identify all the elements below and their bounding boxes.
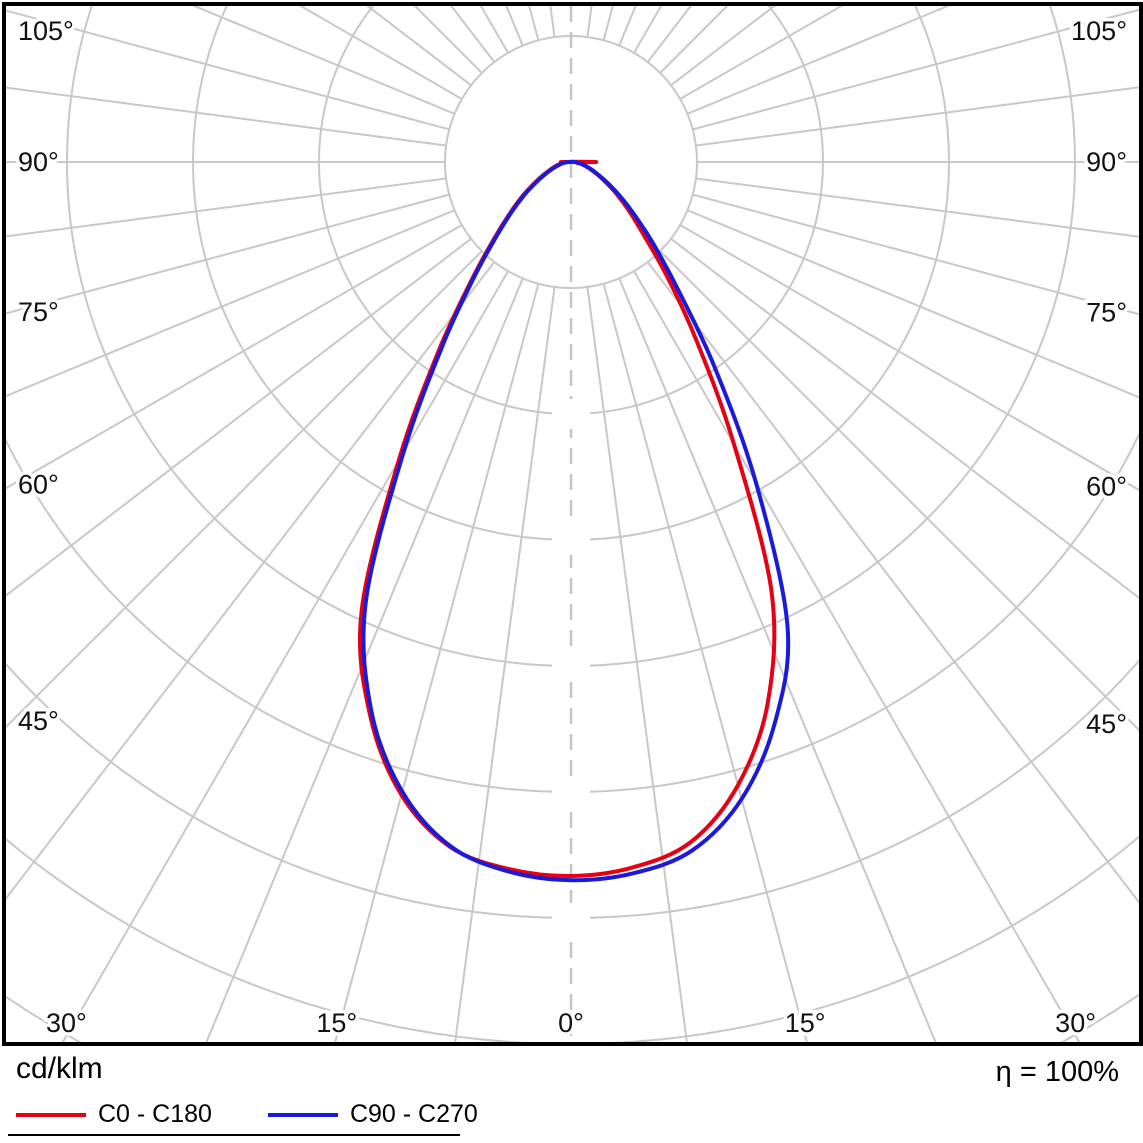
angle-label: 60°	[18, 470, 59, 500]
angle-label: 30°	[1055, 1008, 1096, 1038]
grid-radial-line	[646, 6, 692, 63]
grid-radial-line	[670, 237, 1139, 600]
angle-label: 105°	[1071, 16, 1127, 46]
curve-c0-c180	[357, 159, 777, 879]
grid-radial-line	[61, 270, 509, 1042]
ring-value-box	[552, 399, 590, 429]
legend-line-c0-c180	[16, 1112, 86, 1117]
legend-label-c0-c180: C0 - C180	[98, 1100, 212, 1128]
polar-chart: 0° 15° 15° 30° 30° 45° 45° 60° 60° 75° 75° 90° 90° 10…	[6, 6, 1139, 1042]
angle-label: 105°	[18, 16, 74, 46]
grid-radial-line	[191, 6, 455, 115]
angle-label: 75°	[1086, 298, 1127, 328]
grid-radial-line	[679, 224, 1139, 492]
angle-label: 60°	[1086, 471, 1127, 501]
angle-label: 15°	[316, 1008, 357, 1038]
legend-line-c90-c270	[267, 1112, 338, 1117]
angle-label: 30°	[46, 1008, 87, 1038]
grid-radial-line	[334, 283, 540, 1042]
grid-radial-line	[454, 286, 556, 1042]
grid-radial-line	[692, 193, 1139, 316]
grid-radial-line	[6, 224, 463, 490]
grid-radial-line	[646, 261, 1139, 904]
grid-radial-line	[6, 193, 450, 315]
ring-value-box	[552, 651, 590, 681]
angle-label: 0°	[558, 1008, 584, 1038]
grid-radial-line	[602, 283, 808, 1042]
grid-radial-line	[6, 261, 496, 900]
ring-value-box	[552, 525, 590, 555]
angle-label: 90°	[1086, 147, 1127, 177]
grid-radial-line	[618, 6, 637, 46]
efficiency-label: η = 100%	[995, 1056, 1119, 1088]
grid-radial-line	[692, 8, 1139, 131]
grid-radial-line	[659, 250, 1139, 732]
grid-radial-line	[586, 286, 688, 1042]
angle-label: 15°	[785, 1008, 826, 1038]
grid-radial-line	[298, 6, 463, 100]
ring-value-box	[552, 903, 590, 933]
angle-label: 45°	[18, 706, 59, 736]
chart-frame: 0° 15° 15° 30° 30° 45° 45° 60° 60° 75° 75° 90° 90° 10…	[2, 2, 1143, 1046]
grid-radial-line	[205, 278, 524, 1042]
grid-radial-line	[505, 6, 524, 46]
angle-label: 45°	[1086, 709, 1127, 739]
grid-radial-line	[6, 237, 472, 597]
grid-radial-line	[6, 177, 447, 238]
legend-underline	[8, 1134, 460, 1136]
units-label: cd/klm	[16, 1052, 103, 1085]
angle-label: 75°	[18, 297, 59, 327]
angle-label: 90°	[18, 147, 59, 177]
grid-radial-line	[687, 209, 1139, 399]
ring-value-box	[552, 777, 590, 807]
grid-radial-line	[618, 278, 937, 1042]
grid-radial-line	[695, 177, 1139, 238]
legend-label-c90-c270: C90 - C270	[349, 1100, 478, 1128]
grid-radial-line	[687, 6, 951, 115]
grid-radial-line	[6, 9, 450, 131]
curve-c90-c270	[361, 159, 791, 883]
legend: C0 - C180 C90 - C270	[16, 1100, 478, 1129]
grid-radial-line	[633, 270, 1081, 1042]
grid-radial-line	[6, 209, 455, 398]
grid-radial-line	[6, 250, 483, 729]
grid-radial-line	[695, 86, 1139, 147]
grid-radial-line	[6, 86, 447, 147]
